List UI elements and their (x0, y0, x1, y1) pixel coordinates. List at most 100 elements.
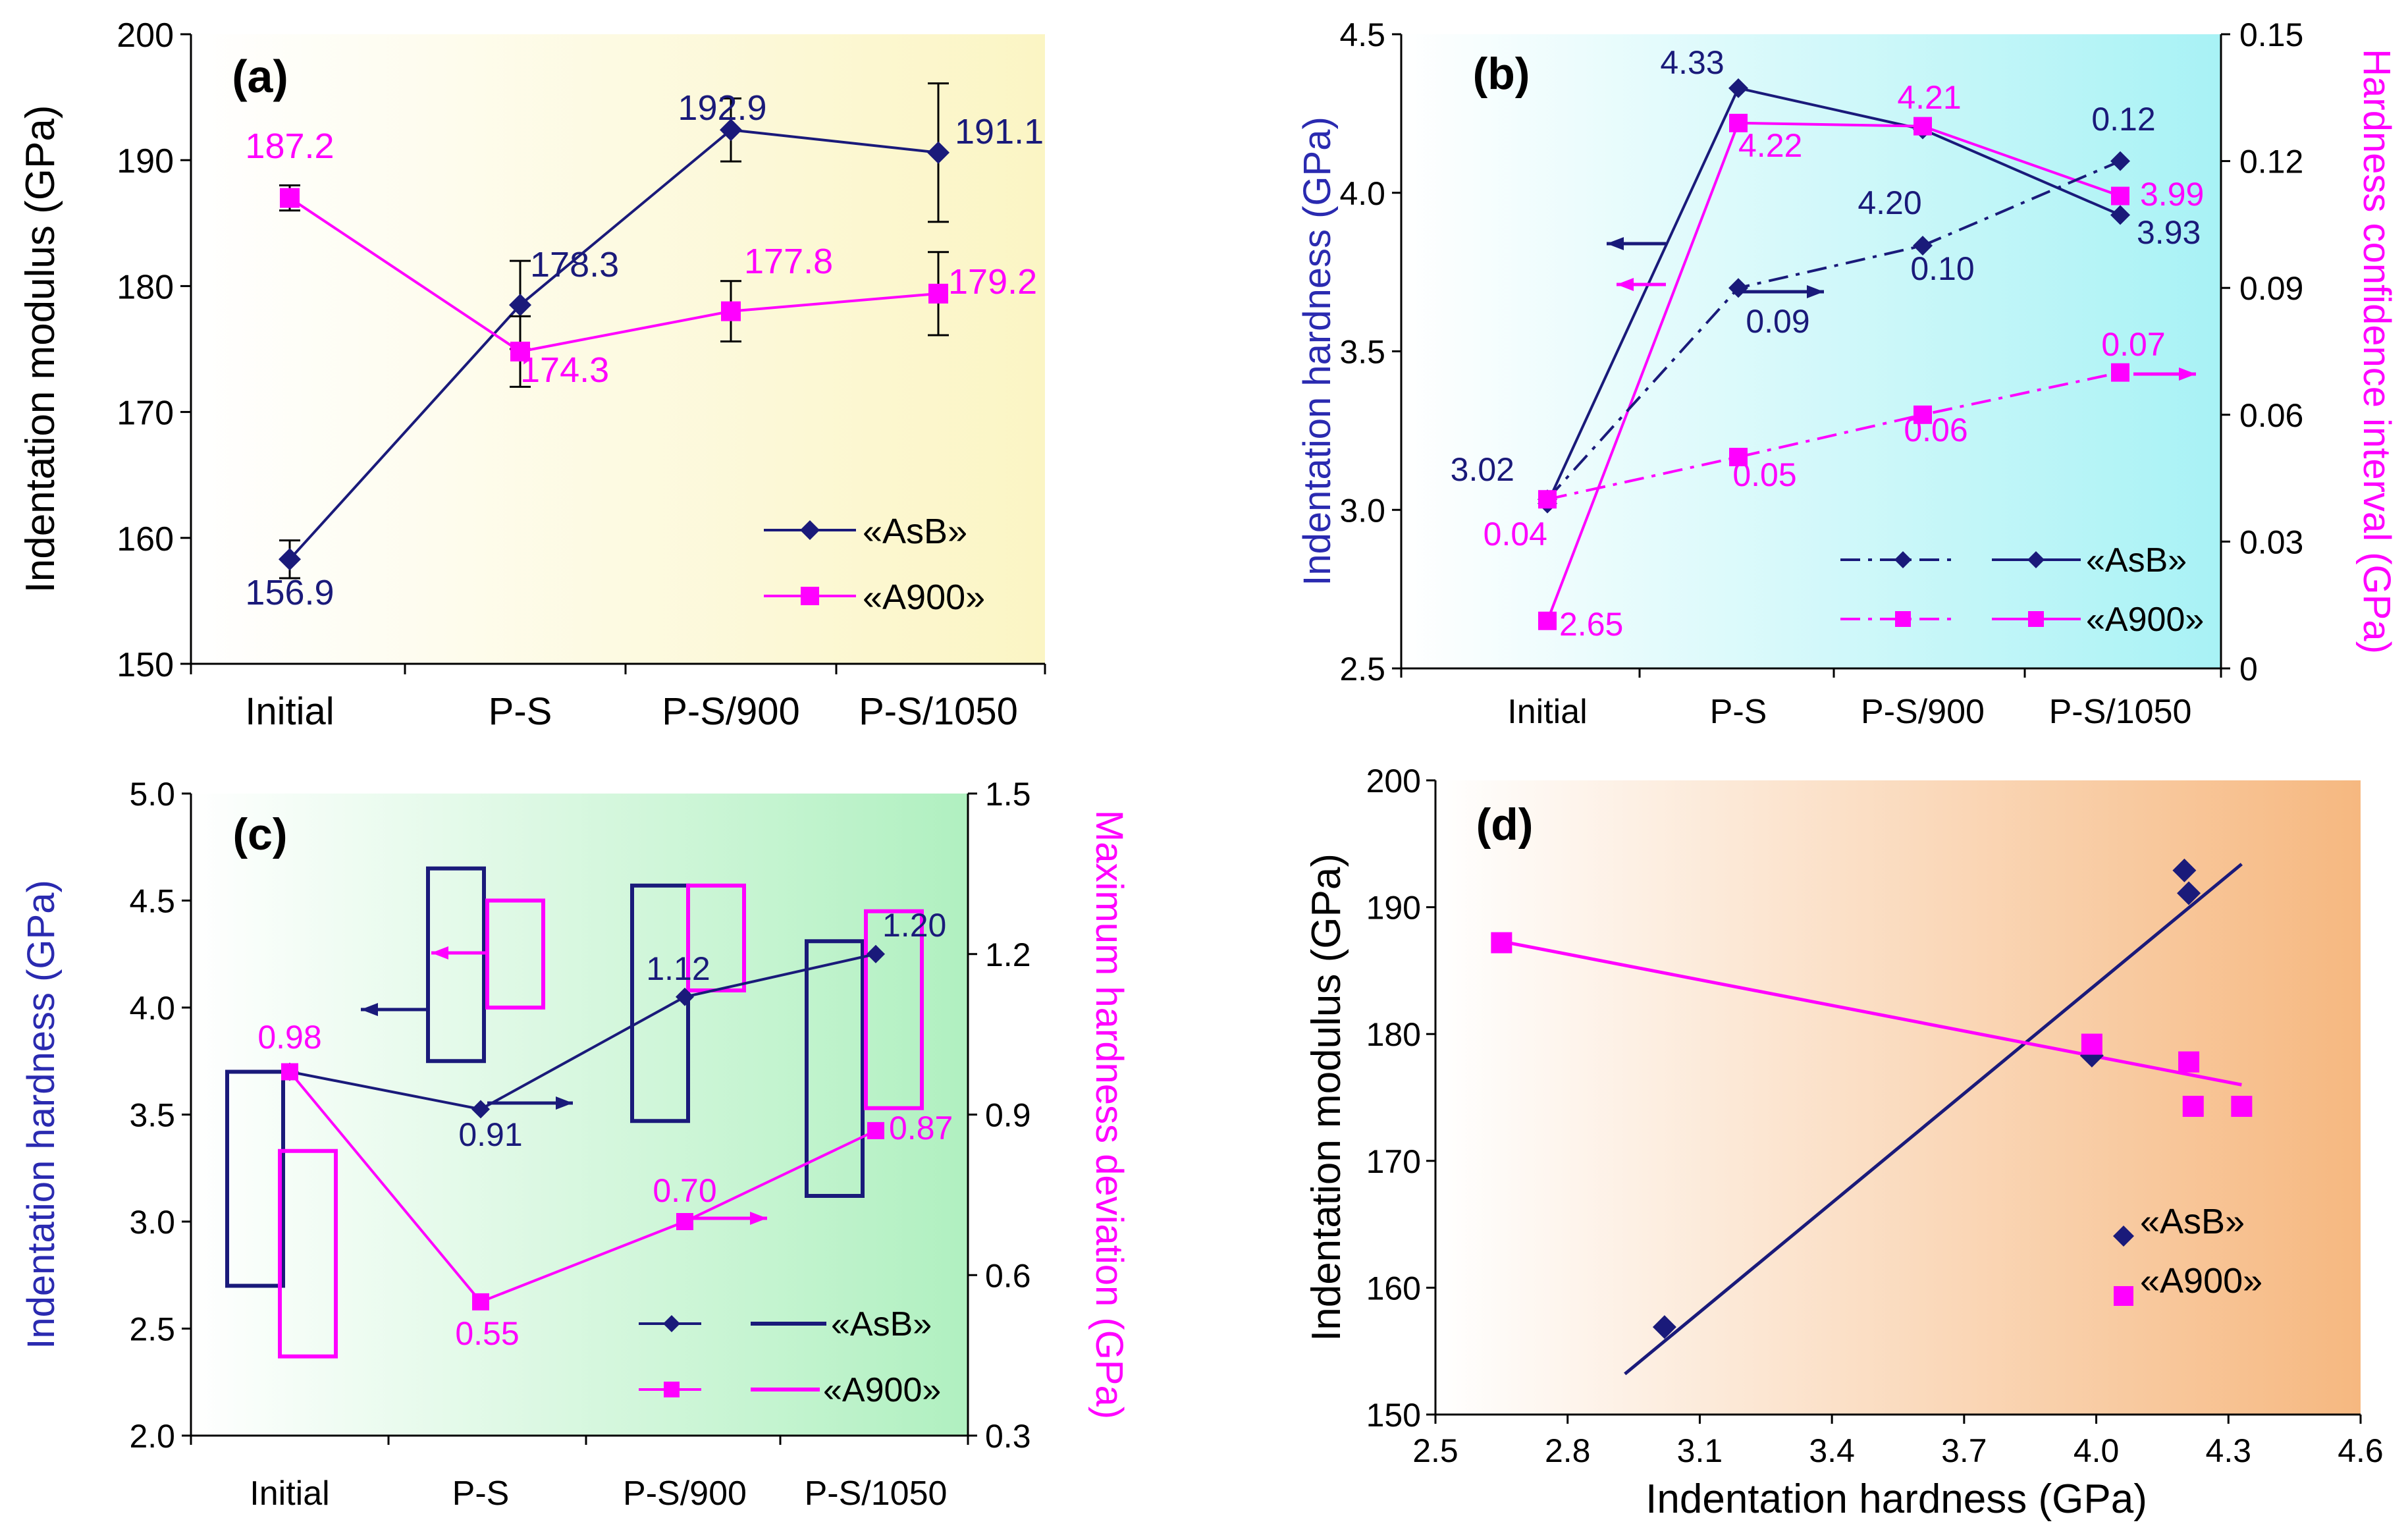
range-box-c (426, 866, 486, 1064)
y-tick-label-right-b: 0.03 (2239, 524, 2303, 560)
x-tick-label-d: 4.3 (2206, 1432, 2252, 1469)
series-line-c (288, 1071, 876, 1304)
data-label-c: 0.70 (653, 1172, 716, 1209)
data-label-a: 177.8 (744, 242, 833, 281)
trend-line-d (1624, 863, 2243, 1376)
panel-c: 2.0 2.5 3.0 3.5 4.0 4.5 5.0 0.3 0.6 0.9 1.2 1.5 Init… (20, 776, 1131, 1513)
data-label-c: 0.98 (257, 1019, 321, 1056)
data-point-d (2177, 881, 2201, 905)
data-point-d (2231, 1095, 2253, 1117)
data-point-d (2182, 1095, 2204, 1117)
y-tick-label-d: 180 (1366, 1016, 1421, 1053)
axis-arrow-asb-right-b-head (1807, 285, 1824, 298)
data-label-b: 0.12 (2091, 101, 2155, 138)
axis-arrow-asb-right-c-head (556, 1096, 573, 1110)
legend-marker-a900-interval-b (1895, 611, 1911, 627)
plot-area-a (191, 34, 1045, 664)
data-label-a: 178.3 (530, 245, 619, 284)
legend-marker-asb-hardness-b (2027, 551, 2045, 568)
x-tick-label-a: Initial (245, 690, 334, 733)
data-label-a: 156.9 (245, 573, 334, 612)
axis-arrow-asb-left-c-head (361, 1003, 378, 1016)
data-label-b: 4.33 (1660, 44, 1724, 81)
data-point-b (1913, 236, 1933, 256)
series-line-a (288, 196, 939, 353)
data-label-b: 3.02 (1451, 451, 1514, 488)
y-tick-label-right-b: 0.15 (2239, 16, 2303, 53)
range-box-c (864, 909, 924, 1110)
x-tick-label-d: 2.8 (1545, 1432, 1591, 1469)
data-point-b (2111, 363, 2129, 382)
y-tick-label-d: 200 (1366, 763, 1421, 799)
y-tick-label-left-c: 3.0 (129, 1204, 175, 1241)
data-point-b (1729, 448, 1748, 466)
panel-d: 150 160 170 180 190 200 2.5 2.8 3.1 3.4 3.7 4.0 4.3 4… (1304, 763, 2384, 1522)
data-label-b: 2.65 (1559, 606, 1623, 643)
legend-marker-a900-hardness-b (2028, 611, 2044, 627)
plot-area-b (1401, 34, 2221, 668)
data-point-b (2110, 205, 2130, 225)
data-label-b: 0.06 (1904, 412, 1967, 448)
data-label-c: 1.12 (646, 950, 710, 987)
axis-arrow-asb-left-b (1607, 237, 1666, 250)
data-point-b (1538, 490, 1557, 509)
range-box-c (225, 1069, 285, 1288)
data-point-a (928, 283, 948, 304)
x-tick-label-b: Initial (1507, 693, 1587, 731)
data-point-a (280, 188, 300, 208)
legend-label-a900-b: «A900» (2086, 601, 2204, 639)
axis-arrow-asb-right-c (487, 1096, 573, 1110)
axis-arrow-a900-right-c (688, 1212, 767, 1225)
data-point-a (279, 548, 301, 571)
legend-label-asb-d: «AsB» (2140, 1202, 2245, 1241)
data-point-b (1728, 78, 1748, 98)
y-tick-label-left-c: 4.5 (129, 883, 175, 920)
data-label-b: 4.20 (1858, 184, 1921, 221)
legend-marker-a900-a (801, 587, 819, 605)
axis-arrow-a900-left-b-head (1617, 278, 1634, 291)
x-tick-label-c: Initial (250, 1474, 329, 1513)
data-point-a (720, 119, 742, 142)
series-line-b (1546, 86, 2121, 504)
y-tick-label-d: 160 (1366, 1270, 1421, 1307)
axis-arrow-a900-right-c-head (750, 1212, 767, 1225)
x-tick-label-b: P-S (1710, 693, 1767, 731)
axis-arrow-a900-left-c-head (431, 946, 448, 959)
x-tick-label-b: P-S/1050 (2049, 693, 2192, 731)
y-tick-label-right-b: 0.06 (2239, 397, 2303, 434)
x-tick-label-c: P-S/1050 (805, 1474, 948, 1513)
data-label-b: 0.09 (1746, 303, 1809, 340)
data-point-c (281, 1063, 298, 1081)
y-tick-label-a: 150 (117, 646, 174, 684)
data-point-b (2110, 151, 2130, 171)
y-tick-label-right-c: 1.5 (985, 776, 1031, 813)
axis-arrow-a900-left-c (431, 946, 487, 959)
panel-label-c: (c) (232, 809, 287, 859)
series-line-b (1547, 371, 2121, 501)
range-box-c (278, 1148, 338, 1359)
data-point-b (1729, 113, 1748, 132)
y-tick-label-right-b: 0.09 (2239, 270, 2303, 307)
data-point-b (1913, 405, 1932, 424)
legend-marker-asb-a (800, 520, 820, 540)
data-label-a: 191.1 (955, 112, 1044, 151)
x-tick-label-d: 3.7 (1941, 1432, 1987, 1469)
range-box-c (630, 883, 690, 1123)
x-tick-label-d: 4.0 (2074, 1432, 2120, 1469)
y-tick-label-d: 170 (1366, 1143, 1421, 1180)
y-tick-label-d: 150 (1366, 1397, 1421, 1434)
y-tick-label-right-b: 0.12 (2239, 144, 2303, 180)
data-point-d (2178, 1051, 2200, 1073)
legend-label-asb-b: «AsB» (2086, 541, 2187, 580)
x-tick-label-d: 3.4 (1809, 1432, 1855, 1469)
y-tick-label-left-c: 2.5 (129, 1311, 175, 1348)
data-label-a: 192.9 (678, 88, 766, 128)
y-tick-label-right-c: 0.9 (985, 1097, 1031, 1134)
x-axis-title-d: Indentation hardness (GPa) (1645, 1476, 2147, 1522)
range-box-c (805, 939, 865, 1198)
data-point-c (676, 1213, 693, 1230)
series-line-a (288, 128, 939, 560)
data-label-b: 0.07 (2101, 326, 2165, 363)
panel-label-a: (a) (232, 51, 288, 102)
